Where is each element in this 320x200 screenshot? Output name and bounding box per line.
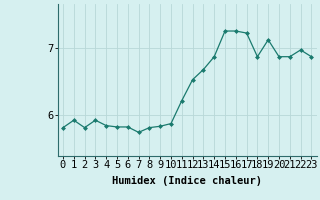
X-axis label: Humidex (Indice chaleur): Humidex (Indice chaleur) bbox=[112, 176, 262, 186]
